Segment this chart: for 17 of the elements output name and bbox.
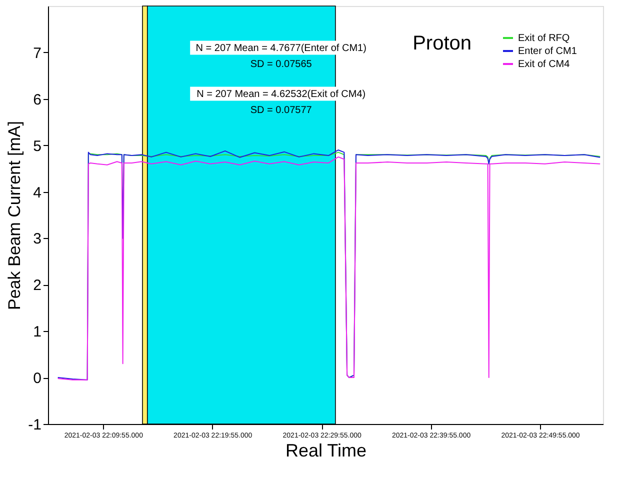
y-tick-label: -1 <box>28 416 42 434</box>
x-axis-title: Real Time <box>285 440 367 460</box>
legend-label: Exit of CM4 <box>518 59 570 70</box>
legend-label: Enter of CM1 <box>518 46 578 57</box>
y-tick-label: 4 <box>33 184 42 202</box>
annotation: Proton <box>412 32 472 55</box>
y-tick-label: 3 <box>33 230 42 248</box>
annotation: N = 207 Mean = 4.62532(Exit of CM4) SD = 0.07577 <box>196 88 366 116</box>
annotation: N = 207 Mean = 4.7677(Enter of CM1) SD = 0.07565 <box>196 42 366 70</box>
y-tick-label: 6 <box>33 91 42 108</box>
y-tick-label: 2 <box>33 277 42 294</box>
y-tick-label: 1 <box>33 324 42 341</box>
y-tick-label: 5 <box>33 138 42 155</box>
legend-label: Exit of RFQ <box>518 33 570 44</box>
y-tick-label: 7 <box>33 44 42 62</box>
y-axis-title: Peak Beam Current [mA] <box>5 121 24 310</box>
y-tick-label: 0 <box>33 370 42 388</box>
